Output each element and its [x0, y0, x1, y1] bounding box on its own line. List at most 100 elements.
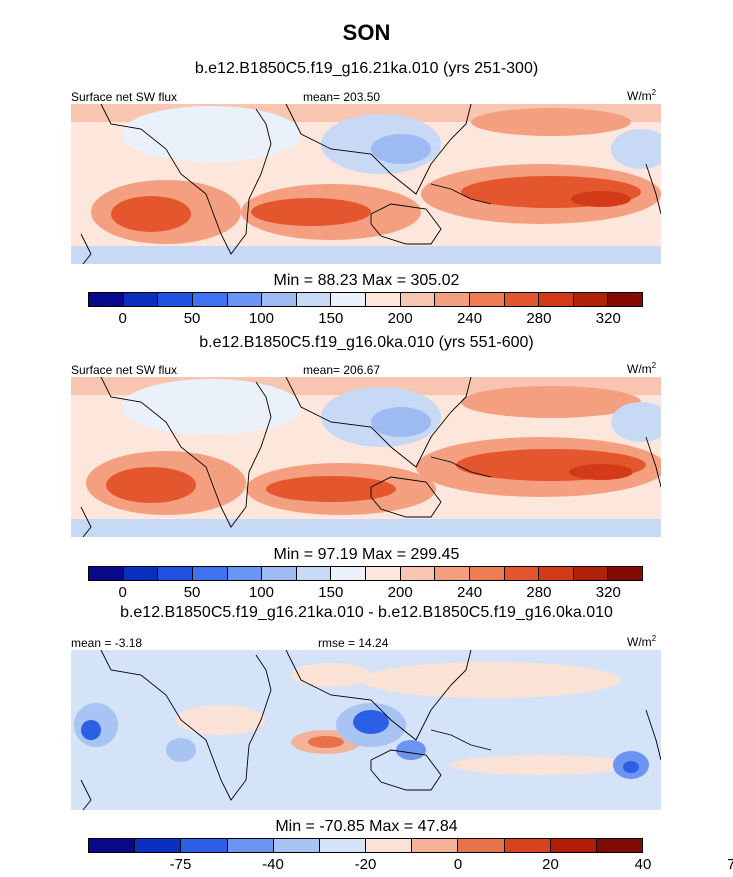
colorbar-swatch [608, 293, 642, 306]
panel-2-title: b.e12.B1850C5.f19_g16.0ka.010 (yrs 551-6… [199, 334, 534, 351]
panel-1-south-band [71, 246, 661, 264]
colorbar-swatch [573, 293, 609, 306]
colorbar-swatch [366, 293, 401, 306]
colorbar-tick-label: -20 [354, 856, 377, 873]
colorbar-swatch [504, 567, 540, 580]
colorbar-swatch [192, 293, 228, 306]
colorbar-swatch [262, 293, 297, 306]
colorbar-tick-label: 40 [634, 856, 652, 873]
panel-1-npac-band [471, 108, 631, 136]
colorbar-swatch [227, 567, 263, 580]
panel-2-colorbar [88, 566, 643, 581]
colorbar-swatch [296, 293, 332, 306]
panel-1-units: W/m2 [627, 88, 657, 103]
panel-3-colorbar [88, 838, 643, 853]
panel-1-coastlines [80, 104, 661, 264]
colorbar-swatch [227, 293, 263, 306]
colorbar-tick-label: 240 [457, 310, 483, 327]
colorbar-swatch [504, 839, 551, 852]
colorbar-tick-label: 320 [595, 310, 621, 327]
colorbar-swatch [181, 839, 228, 852]
panel-3-australia-negative [396, 740, 426, 760]
panel-3-epac-peak [623, 761, 639, 773]
colorbar-tick-label: 0 [118, 584, 127, 601]
panel-1-mexico-low [611, 129, 661, 169]
panel-1-variable-label: Surface net SW flux [71, 90, 178, 104]
colorbar-tick-label: 200 [387, 584, 413, 601]
panel-3-amazon-peak [81, 720, 101, 740]
colorbar-swatch [192, 567, 228, 580]
panel-3-africa-positive [176, 705, 266, 735]
colorbar-tick-label: 100 [248, 584, 274, 601]
panel-3-minmax: Min = -70.85 Max = 47.84 [275, 818, 458, 835]
colorbar-swatch [539, 293, 574, 306]
panel-2-heatmap [71, 377, 661, 537]
panel-2-variable-label: Surface net SW flux [71, 363, 178, 377]
colorbar-swatch [550, 839, 597, 852]
panel-1-map [71, 104, 661, 264]
colorbar-swatch [227, 839, 274, 852]
panel-3-asia-positive [291, 663, 371, 687]
colorbar-tick-label: 0 [453, 856, 463, 873]
colorbar-swatch [331, 567, 366, 580]
panel-3-map [71, 650, 661, 810]
panel-2-sahara-low [121, 379, 301, 435]
panel-3-maritime-peak [353, 710, 389, 734]
colorbar-swatch [262, 567, 297, 580]
panel-2-map [71, 377, 661, 537]
panel-1-colorbar [88, 292, 643, 307]
colorbar-tick-label: 50 [183, 310, 201, 327]
panel-2-coastlines [80, 377, 661, 537]
colorbar-swatch [273, 839, 320, 852]
colorbar-swatch [596, 839, 643, 852]
panel-1-satl-core [111, 196, 191, 232]
panel-3-ind-peak [308, 736, 344, 748]
panel-2-spac-peak [569, 464, 633, 480]
panel-2-mean-label: mean= 206.67 [303, 363, 381, 377]
panel-3-mean-label: mean = -3.18 [71, 636, 143, 650]
panel-1-spac-peak [571, 191, 631, 207]
colorbar-tick-label: 50 [183, 584, 201, 601]
panel-3-coastlines [80, 650, 661, 810]
colorbar-tick-label: 280 [526, 584, 552, 601]
colorbar-swatch [458, 839, 505, 852]
colorbar-tick-label: -75 [169, 856, 192, 873]
panel-3-npac-positive [361, 662, 621, 698]
panel-3-satl-negative [166, 738, 196, 762]
panel-3-units: W/m2 [627, 634, 657, 649]
colorbar-tick-label: 20 [542, 856, 559, 873]
panel-1-mean-label: mean= 203.50 [303, 90, 381, 104]
colorbar-tick-label: 200 [387, 310, 413, 327]
colorbar-swatch [89, 293, 124, 306]
panel-1-sind-core [251, 198, 371, 226]
colorbar-tick-label: 150 [318, 310, 344, 327]
panel-2-npac-band [461, 386, 641, 418]
colorbar-tick-label: 240 [457, 584, 483, 601]
panel-2-sind-core [266, 476, 396, 502]
panel-1-heatmap [71, 104, 661, 264]
panel-1-minmax: Min = 88.23 Max = 305.02 [273, 272, 460, 289]
panel-1-colorbar-labels: 0 50 100 150 200 240 280 320 [88, 310, 643, 328]
colorbar-swatch [319, 839, 367, 852]
colorbar-swatch [435, 567, 470, 580]
colorbar-swatch [469, 567, 505, 580]
colorbar-swatch [89, 567, 124, 580]
panel-2-satl-core [106, 467, 196, 503]
colorbar-swatch [135, 839, 182, 852]
colorbar-tick-label: -40 [262, 856, 284, 873]
colorbar-tick-label: 280 [526, 310, 552, 327]
panel-3-heatmap [71, 650, 661, 810]
colorbar-swatch [366, 567, 401, 580]
panel-3-title: b.e12.B1850C5.f19_g16.21ka.010 - b.e12.B… [120, 604, 613, 621]
colorbar-swatch [331, 293, 366, 306]
panel-2-south-band [71, 519, 661, 537]
colorbar-swatch [400, 567, 436, 580]
colorbar-swatch [504, 293, 540, 306]
colorbar-swatch [123, 567, 159, 580]
panel-2-colorbar-labels: 0 50 100 150 200 240 280 320 [88, 584, 643, 602]
colorbar-tick-label: 320 [595, 584, 621, 601]
colorbar-tick-label: 0 [118, 310, 127, 327]
panel-3-spac-positive [451, 755, 631, 775]
panel-1-title: b.e12.B1850C5.f19_g16.21ka.010 (yrs 251-… [194, 60, 539, 77]
colorbar-swatch [296, 567, 332, 580]
